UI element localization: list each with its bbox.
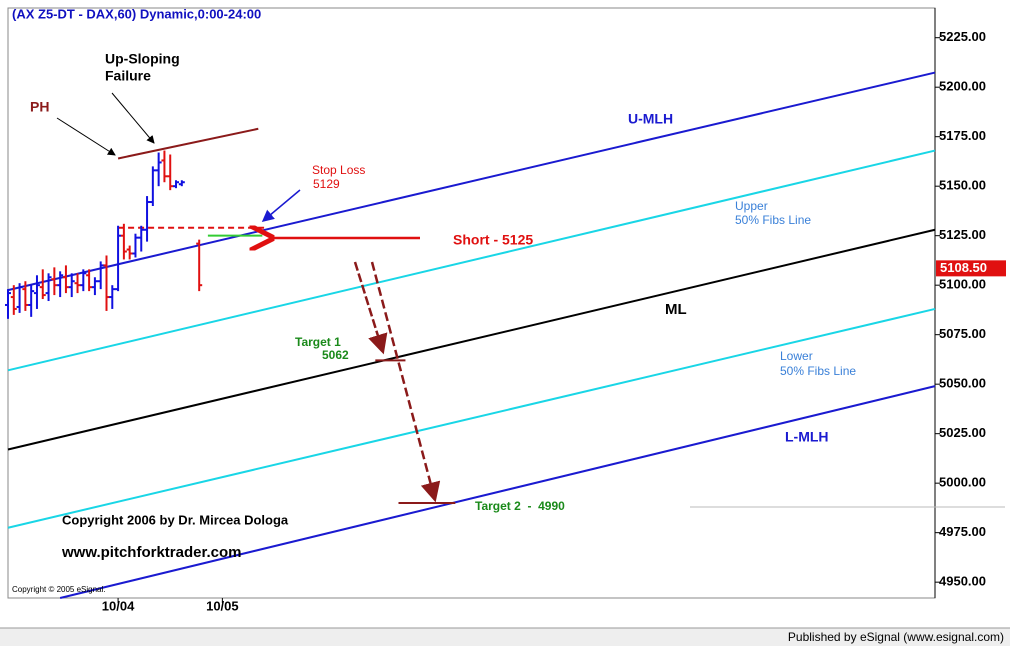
annotation: PH [30,99,49,115]
level-line [7,149,936,372]
annotation: Lower [780,349,813,363]
y-tick-label: 4975.00 [939,524,986,539]
annotation: 50% Fibs Line [780,364,856,378]
annotation: Copyright 2006 by Dr. Mircea Dologa [62,512,289,527]
arrow [111,92,155,144]
annotation: Up-Sloping [105,51,180,67]
level-line [117,127,259,160]
x-tick-label: 10/05 [206,598,239,613]
y-tick-label: 5200.00 [939,79,986,94]
annotation: Upper [735,199,768,213]
annotation: www.pitchforktrader.com [61,544,241,561]
x-tick-label: 10/04 [102,598,135,613]
y-tick-label: 5100.00 [939,277,986,292]
annotation: U-MLH [628,111,673,127]
annotation: Copyright © 2005 eSignal. [12,585,106,594]
y-tick-label: 5150.00 [939,178,986,193]
level-line [7,71,936,292]
level-line [7,228,936,451]
annotation: Target 2 - 4990 [475,499,565,513]
level-line [7,307,936,529]
annotation: L-MLH [785,429,829,445]
y-tick-label: 5050.00 [939,376,986,391]
annotation: Target 1 [295,335,341,349]
annotation: Stop Loss [312,163,365,177]
level-line [59,385,936,599]
annotation: 5129 [313,177,340,191]
y-tick-label: 5125.00 [939,227,986,242]
arrow [56,117,116,156]
footer-bar [0,628,1010,646]
arrow [370,261,441,503]
annotation: Short - 5125 [453,232,533,248]
y-tick-label: 5025.00 [939,425,986,440]
annotation: Failure [105,68,151,84]
y-tick-label: 5175.00 [939,128,986,143]
footer: Published by eSignal (www.esignal.com) [788,630,1004,644]
y-tick-label: 5225.00 [939,29,986,44]
annotation: 50% Fibs Line [735,213,811,227]
chart-title: (AX Z5-DT - DAX,60) Dynamic,0:00-24:00 [12,6,261,21]
last-price-label: 5108.50 [940,260,987,275]
plot-area [7,7,936,599]
y-tick-label: 5075.00 [939,326,986,341]
arrow [261,189,301,222]
arrow [353,261,388,355]
last-price-box [936,260,1006,277]
annotation: 5062 [322,348,349,362]
annotation: ML [665,301,687,318]
y-tick-label: 4950.00 [939,574,986,589]
y-tick-label: 5000.00 [939,475,986,490]
